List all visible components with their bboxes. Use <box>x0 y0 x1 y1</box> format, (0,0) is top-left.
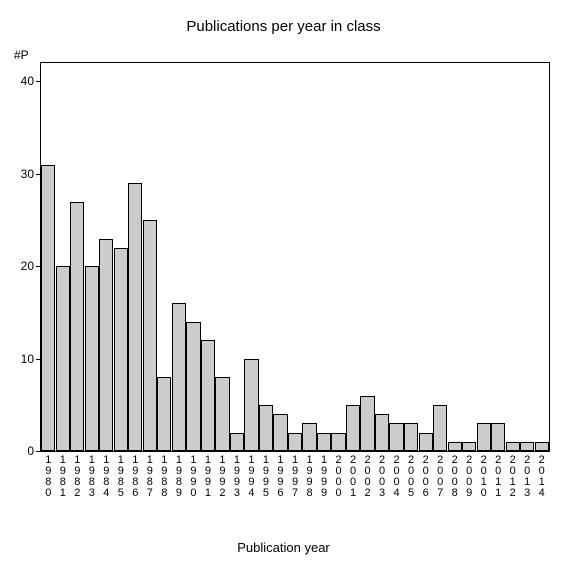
ytick-label: 30 <box>21 167 41 181</box>
bar <box>259 405 273 451</box>
xtick-label: 1 9 9 7 <box>290 451 301 499</box>
bar <box>491 423 505 451</box>
bar <box>186 322 200 451</box>
xtick-label: 1 9 9 3 <box>231 451 242 499</box>
bar <box>520 442 534 451</box>
xtick-label: 2 0 1 0 <box>478 451 489 499</box>
xtick-label: 1 9 8 6 <box>130 451 141 499</box>
xtick-label: 2 0 0 0 <box>333 451 344 499</box>
plot-area: 0102030401 9 8 01 9 8 11 9 8 21 9 8 31 9… <box>40 62 550 452</box>
xtick-label: 1 9 9 8 <box>304 451 315 499</box>
bar <box>346 405 360 451</box>
xtick-label: 2 0 0 5 <box>406 451 417 499</box>
xtick-label: 1 9 8 0 <box>43 451 54 499</box>
xtick-label: 1 9 8 7 <box>144 451 155 499</box>
xtick-label: 1 9 9 5 <box>260 451 271 499</box>
y-axis-label: #P <box>14 48 29 62</box>
bar <box>230 433 244 451</box>
bar <box>404 423 418 451</box>
ytick-label: 0 <box>27 444 41 458</box>
bar <box>70 202 84 451</box>
xtick-label: 1 9 9 6 <box>275 451 286 499</box>
xtick-label: 2 0 0 6 <box>420 451 431 499</box>
xtick-label: 1 9 9 4 <box>246 451 257 499</box>
bar <box>302 423 316 451</box>
ytick-label: 20 <box>21 259 41 273</box>
xtick-label: 1 9 9 2 <box>217 451 228 499</box>
xtick-label: 1 9 8 2 <box>72 451 83 499</box>
bar <box>288 433 302 451</box>
bar <box>360 396 374 451</box>
bar <box>506 442 520 451</box>
xtick-label: 2 0 0 9 <box>464 451 475 499</box>
bar <box>85 266 99 451</box>
bar <box>215 377 229 451</box>
xtick-label: 1 9 8 1 <box>57 451 68 499</box>
bar <box>375 414 389 451</box>
xtick-label: 2 0 1 2 <box>507 451 518 499</box>
bar <box>419 433 433 451</box>
bar <box>99 239 113 451</box>
bar <box>172 303 186 451</box>
bar <box>433 405 447 451</box>
x-axis-label: Publication year <box>0 540 567 555</box>
xtick-label: 1 9 9 0 <box>188 451 199 499</box>
xtick-label: 1 9 8 8 <box>159 451 170 499</box>
xtick-label: 2 0 0 2 <box>362 451 373 499</box>
bar <box>477 423 491 451</box>
xtick-label: 2 0 0 8 <box>449 451 460 499</box>
xtick-label: 2 0 1 1 <box>493 451 504 499</box>
publications-chart: Publications per year in class #P 010203… <box>0 0 567 567</box>
chart-title: Publications per year in class <box>0 18 567 35</box>
bar <box>56 266 70 451</box>
bar <box>143 220 157 451</box>
xtick-label: 1 9 9 9 <box>319 451 330 499</box>
bar <box>128 183 142 451</box>
ytick-label: 10 <box>21 352 41 366</box>
bar <box>273 414 287 451</box>
bar <box>535 442 549 451</box>
ytick-label: 40 <box>21 74 41 88</box>
bar <box>448 442 462 451</box>
bar <box>201 340 215 451</box>
xtick-label: 1 9 8 4 <box>101 451 112 499</box>
xtick-label: 1 9 8 9 <box>173 451 184 499</box>
bar <box>244 359 258 451</box>
xtick-label: 1 9 8 5 <box>115 451 126 499</box>
xtick-label: 2 0 1 3 <box>522 451 533 499</box>
xtick-label: 2 0 0 3 <box>377 451 388 499</box>
bar <box>41 165 55 451</box>
bar <box>157 377 171 451</box>
bar <box>114 248 128 451</box>
xtick-label: 1 9 9 1 <box>202 451 213 499</box>
bar <box>331 433 345 451</box>
xtick-label: 2 0 1 4 <box>536 451 547 499</box>
xtick-label: 1 9 8 3 <box>86 451 97 499</box>
xtick-label: 2 0 0 1 <box>348 451 359 499</box>
bar <box>389 423 403 451</box>
bar <box>317 433 331 451</box>
xtick-label: 2 0 0 7 <box>435 451 446 499</box>
xtick-label: 2 0 0 4 <box>391 451 402 499</box>
bar <box>462 442 476 451</box>
